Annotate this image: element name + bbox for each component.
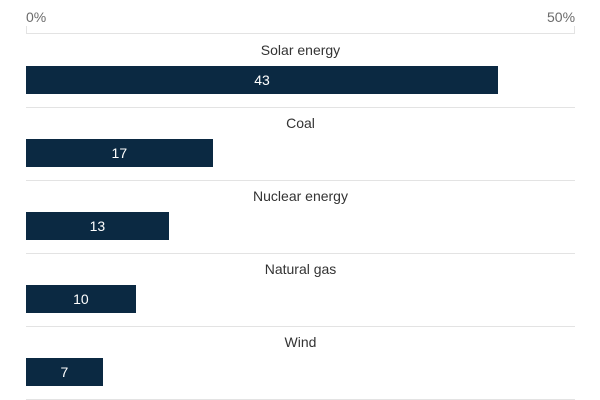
top-axis-line: [26, 33, 575, 34]
x-grid-tick: [574, 26, 575, 34]
row-separator: [26, 107, 575, 108]
category-label: Coal: [286, 115, 315, 131]
category-label: Nuclear energy: [253, 188, 348, 204]
row-separator: [26, 180, 575, 181]
row-separator: [26, 253, 575, 254]
row-separator: [26, 326, 575, 327]
x-tick-label: 0%: [26, 9, 47, 25]
bar-value-label: 13: [89, 218, 106, 234]
bar-value-label: 10: [73, 291, 89, 307]
category-label: Solar energy: [260, 42, 341, 58]
category-label: Wind: [284, 334, 317, 350]
bar: [26, 285, 136, 313]
bar-value-label: 17: [111, 145, 128, 161]
x-tick-label: 50%: [547, 9, 576, 25]
bar: [26, 212, 169, 240]
bar: [26, 66, 499, 94]
x-grid-tick: [26, 26, 27, 34]
category-label: Natural gas: [264, 261, 337, 277]
bar-value-label: 7: [60, 364, 69, 380]
bar: [26, 358, 103, 386]
bar-value-label: 43: [254, 72, 270, 88]
bar: [26, 139, 213, 167]
